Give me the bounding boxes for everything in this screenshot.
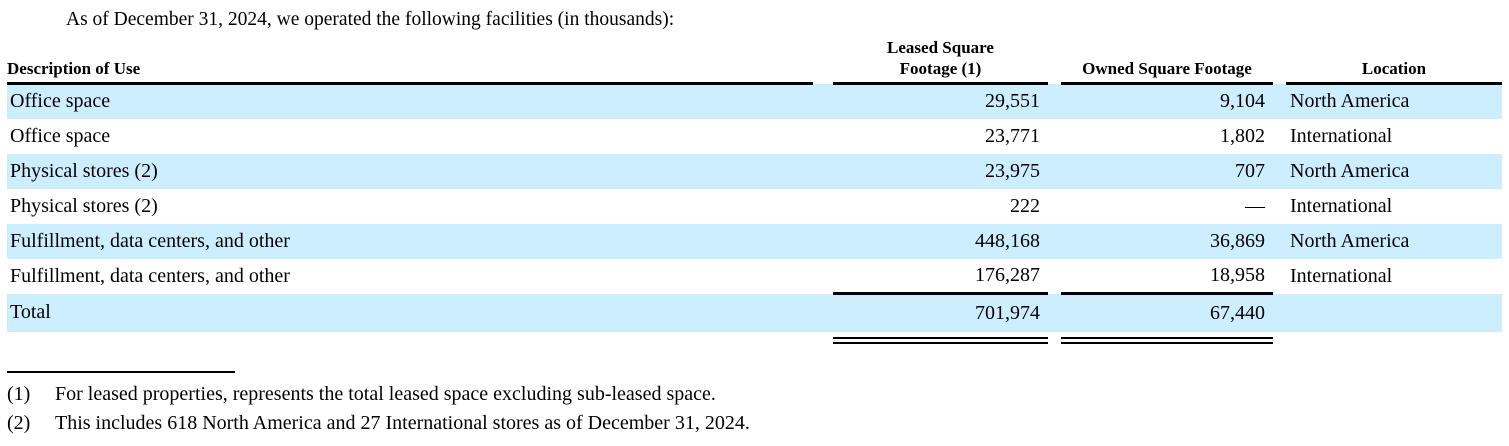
intro-paragraph: As of December 31, 2024, we operated the… bbox=[66, 9, 675, 30]
cell-leased-value: 23,771 bbox=[985, 124, 1040, 147]
cell-gap bbox=[1286, 332, 1502, 346]
cell-location: North America bbox=[1286, 223, 1502, 259]
table-row: Fulfillment, data centers, and other 448… bbox=[7, 223, 1502, 259]
cell-gap bbox=[813, 189, 833, 224]
table-row: Office space 23,771 1,802 International bbox=[7, 119, 1502, 154]
cell-leased-value: 222 bbox=[1010, 194, 1040, 217]
cell-gap bbox=[813, 83, 833, 119]
table-row: Physical stores (2) 222 — International bbox=[7, 189, 1502, 224]
cell-owned-value: — bbox=[1245, 194, 1265, 217]
footnote-separator bbox=[7, 370, 235, 373]
cell-gap bbox=[1048, 259, 1061, 294]
table-total-row: Total 701,974 67,440 bbox=[7, 292, 1502, 332]
cell-rule-leased bbox=[833, 332, 1048, 346]
cell-description: Office space bbox=[7, 83, 813, 119]
cell-description: Fulfillment, data centers, and other bbox=[10, 264, 290, 287]
col-header-description: Description of Use bbox=[7, 37, 813, 85]
cell-location: North America bbox=[1286, 153, 1502, 189]
cell-gap bbox=[1048, 223, 1061, 259]
cell-description: Fulfillment, data centers, and other bbox=[7, 223, 813, 259]
cell-gap bbox=[813, 223, 833, 259]
cell-total-label: Total bbox=[7, 293, 813, 332]
footnote-text: For leased properties, represents the to… bbox=[55, 382, 716, 405]
col-header-owned: Owned Square Footage bbox=[1061, 37, 1273, 85]
cell-owned-value: 36,869 bbox=[1061, 223, 1273, 259]
cell-gap bbox=[813, 153, 833, 189]
cell-gap bbox=[813, 119, 833, 154]
cell-leased-value: 176,287 bbox=[975, 263, 1040, 286]
cell-owned-value: 9,104 bbox=[1061, 83, 1273, 119]
cell-location: North America bbox=[1286, 83, 1502, 119]
header-gap bbox=[1048, 37, 1061, 84]
double-underline bbox=[833, 336, 1048, 344]
footnotes: (1) For leased properties, represents th… bbox=[7, 380, 1509, 438]
col-header-leased-line1: Leased Square bbox=[887, 38, 994, 57]
double-underline bbox=[1061, 336, 1273, 344]
table-row: Fulfillment, data centers, and other 176… bbox=[7, 259, 1502, 294]
cell-gap bbox=[1273, 189, 1286, 224]
cell-gap bbox=[1048, 83, 1061, 119]
header-gap bbox=[1273, 37, 1286, 84]
cell-owned-value: 707 bbox=[1061, 153, 1273, 189]
cell-gap bbox=[1048, 119, 1061, 154]
cell-gap bbox=[1048, 153, 1061, 189]
cell-leased-value: 29,551 bbox=[833, 83, 1048, 119]
cell-gap bbox=[1273, 83, 1286, 119]
cell-owned-value: 18,958 bbox=[1210, 263, 1265, 286]
facilities-table: Description of Use Leased Square Footage … bbox=[7, 37, 1502, 346]
table-row: Physical stores (2) 23,975 707 North Ame… bbox=[7, 153, 1502, 189]
table-header-row: Description of Use Leased Square Footage … bbox=[7, 37, 1502, 85]
cell-gap bbox=[1273, 259, 1286, 294]
cell-total-owned-value: 67,440 bbox=[1061, 292, 1273, 332]
col-header-leased-line2: Footage (1) bbox=[899, 59, 982, 78]
cell-description: Office space bbox=[10, 124, 111, 147]
cell-gap bbox=[1273, 119, 1286, 154]
cell-location: International bbox=[1290, 194, 1393, 217]
cell-gap bbox=[1273, 293, 1286, 332]
cell-gap bbox=[1048, 189, 1061, 224]
cell-gap bbox=[813, 332, 833, 346]
footnote-marker: (2) bbox=[7, 411, 31, 434]
cell-gap bbox=[7, 332, 813, 346]
header-gap bbox=[813, 37, 833, 84]
cell-total-location bbox=[1286, 293, 1502, 332]
cell-rule-owned bbox=[1061, 332, 1273, 346]
double-rule-row bbox=[7, 332, 1502, 346]
cell-description: Physical stores (2) bbox=[10, 194, 158, 217]
footnote-text: This includes 618 North America and 27 I… bbox=[55, 411, 750, 434]
cell-description: Physical stores (2) bbox=[7, 153, 813, 189]
col-header-leased: Leased Square Footage (1) bbox=[833, 37, 1048, 85]
col-header-location: Location bbox=[1286, 37, 1502, 85]
cell-gap bbox=[1273, 153, 1286, 189]
table-row: Office space 29,551 9,104 North America bbox=[7, 83, 1502, 119]
cell-gap bbox=[1048, 332, 1061, 346]
cell-total-leased-value: 701,974 bbox=[833, 292, 1048, 332]
cell-leased-value: 23,975 bbox=[833, 153, 1048, 189]
cell-gap bbox=[1273, 223, 1286, 259]
footnote-marker: (1) bbox=[7, 382, 31, 405]
cell-gap bbox=[1048, 293, 1061, 332]
cell-gap bbox=[1273, 332, 1286, 346]
footnote-item: (2) This includes 618 North America and … bbox=[7, 409, 1509, 438]
cell-gap bbox=[813, 259, 833, 294]
cell-location: International bbox=[1290, 124, 1393, 147]
cell-gap bbox=[813, 293, 833, 332]
footnote-item: (1) For leased properties, represents th… bbox=[7, 380, 1509, 409]
cell-owned-value: 1,802 bbox=[1220, 124, 1265, 147]
cell-leased-value: 448,168 bbox=[833, 223, 1048, 259]
cell-location: International bbox=[1290, 264, 1393, 287]
